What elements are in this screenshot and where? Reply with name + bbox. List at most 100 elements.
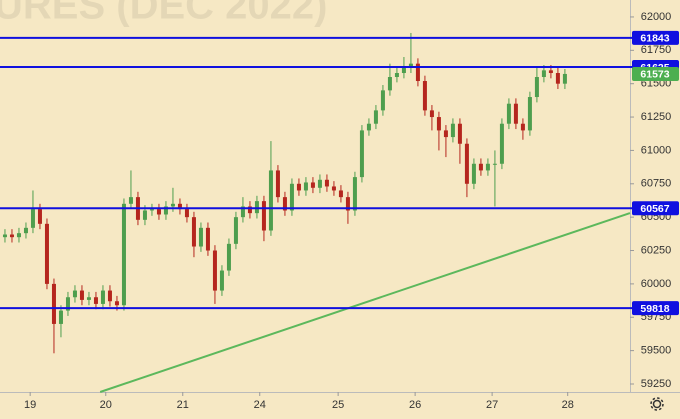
candle-body: [303, 182, 308, 191]
candle-body: [254, 201, 259, 214]
x-tick-label: 20: [100, 399, 112, 411]
candle-body: [541, 70, 546, 78]
candle-body: [30, 209, 35, 228]
level-label: 61843: [640, 33, 669, 45]
candle-body: [205, 227, 210, 251]
watermark-title: URES (DEC 2022): [0, 0, 327, 28]
candle-body: [555, 73, 560, 84]
y-tick-label: 61750: [641, 44, 672, 56]
candle-body: [485, 163, 490, 171]
candle-body: [226, 243, 231, 271]
candle-body: [156, 209, 161, 215]
candle-body: [401, 67, 406, 74]
candle-body: [415, 63, 420, 82]
candle-body: [240, 206, 245, 218]
candle-body: [114, 301, 119, 306]
candle-body: [51, 283, 56, 324]
candle-body: [289, 183, 294, 211]
candle-body: [163, 206, 168, 215]
candle-body: [128, 197, 133, 204]
y-tick-label: 61250: [641, 111, 672, 123]
candle-body: [233, 217, 238, 244]
candle-body: [149, 209, 154, 211]
y-tick-label: 60750: [641, 178, 672, 190]
candle-body: [37, 209, 42, 224]
x-tick-label: 19: [24, 399, 36, 411]
candle-body: [310, 182, 315, 188]
candle-body: [499, 123, 504, 164]
y-tick-label: 62000: [641, 11, 672, 23]
candle-body: [93, 297, 98, 304]
level-label-box: [632, 201, 679, 216]
candle-body: [296, 183, 301, 191]
candle-body: [268, 170, 273, 231]
candle-body: [471, 163, 476, 184]
candle-body: [142, 210, 147, 220]
candle-body: [492, 163, 497, 165]
x-tick-label: 25: [332, 399, 344, 411]
x-tick-label: 24: [254, 399, 266, 411]
candle-body: [282, 197, 287, 211]
candle-body: [548, 70, 553, 74]
candle-body: [275, 170, 280, 198]
candle-body: [2, 234, 7, 238]
candle-body: [527, 97, 532, 131]
candle-body: [436, 117, 441, 131]
candle-body: [247, 206, 252, 214]
candle-body: [408, 63, 413, 68]
x-tick-label: 28: [562, 399, 574, 411]
candle-body: [443, 130, 448, 138]
candle-body: [324, 179, 329, 187]
level-label-box: [632, 30, 679, 45]
candle-body: [58, 310, 63, 324]
candle-body: [261, 201, 266, 231]
candle-body: [429, 110, 434, 118]
candle-body: [16, 233, 21, 238]
candle-body: [422, 81, 427, 111]
y-tick-label: 59500: [641, 345, 672, 357]
x-tick-label: 21: [177, 399, 189, 411]
candle-body: [506, 103, 511, 124]
candle-body: [72, 290, 77, 298]
last-price-box: [632, 66, 679, 81]
candle-body: [394, 73, 399, 78]
y-tick-label: 59250: [641, 378, 672, 390]
candle-body: [345, 197, 350, 211]
candle-body: [562, 73, 567, 84]
candle-body: [191, 217, 196, 247]
candle-body: [534, 77, 539, 98]
candle-body: [359, 130, 364, 178]
candle-body: [366, 123, 371, 131]
last-price-label: 61573: [640, 69, 669, 81]
candle-body: [387, 77, 392, 91]
candle-body: [184, 209, 189, 218]
settings-icon[interactable]: [650, 397, 664, 411]
trend-line: [99, 212, 631, 393]
candle-body: [520, 123, 525, 131]
candle-body: [65, 297, 70, 311]
candle-body: [170, 203, 175, 207]
candle-body: [121, 203, 126, 306]
candle-body: [219, 270, 224, 291]
candle-body: [86, 297, 91, 300]
x-tick-label: 26: [409, 399, 421, 411]
candle-body: [100, 290, 105, 304]
y-tick-label: 61000: [641, 144, 672, 156]
candle-body: [177, 203, 182, 210]
candle-body: [331, 186, 336, 191]
level-label-box: [632, 301, 679, 316]
candle-body: [317, 179, 322, 188]
level-label: 59818: [640, 303, 669, 315]
candle-body: [450, 123, 455, 138]
candle-body: [352, 177, 357, 211]
candle-body: [9, 234, 14, 238]
y-tick-label: 60250: [641, 244, 672, 256]
candle-body: [198, 227, 203, 247]
candle-body: [478, 163, 483, 171]
x-tick-label: 27: [486, 399, 498, 411]
y-tick-label: 60000: [641, 278, 672, 290]
candle-body: [44, 223, 49, 284]
candle-body: [457, 123, 462, 144]
candle-body: [212, 250, 217, 291]
